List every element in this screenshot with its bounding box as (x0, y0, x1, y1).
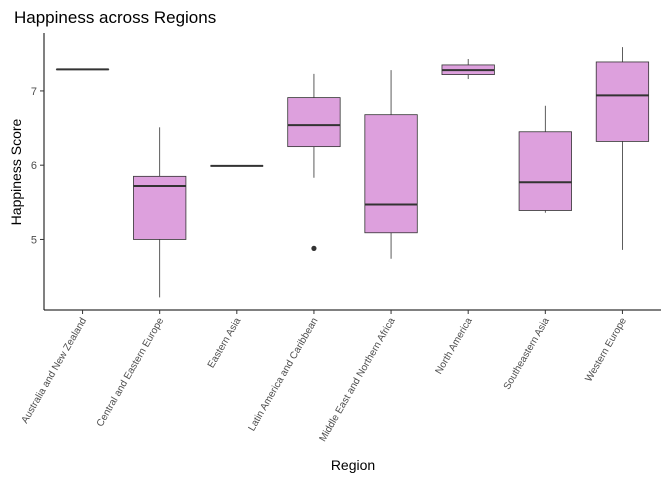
x-tick-label: Western Europe (583, 316, 629, 384)
x-tick-label: Eastern Asia (206, 316, 244, 371)
y-tick-label: 7 (31, 86, 37, 98)
x-tick-label: Middle East and Northern Africa (318, 316, 398, 444)
box (364, 114, 418, 234)
x-tick-label: Latin America and Caribbean (247, 316, 321, 433)
x-tick-label: Southeastern Asia (502, 316, 552, 392)
box (595, 61, 650, 142)
x-tick-label: Australia and New Zealand (20, 316, 90, 425)
x-tick-label: North America (434, 316, 475, 377)
y-axis-title: Happiness Score (8, 118, 24, 225)
y-tick-label: 6 (31, 160, 37, 172)
chart-title: Happiness across Regions (14, 8, 216, 27)
y-tick-label: 5 (31, 234, 37, 246)
box (518, 131, 572, 211)
outlier-point (311, 245, 317, 251)
plot-area: 5 6 7 Australia and New Zealand Central and … (20, 33, 661, 444)
x-axis-title: Region (331, 457, 375, 473)
x-tick-label: Central and Eastern Europe (95, 316, 167, 429)
box (287, 97, 341, 148)
